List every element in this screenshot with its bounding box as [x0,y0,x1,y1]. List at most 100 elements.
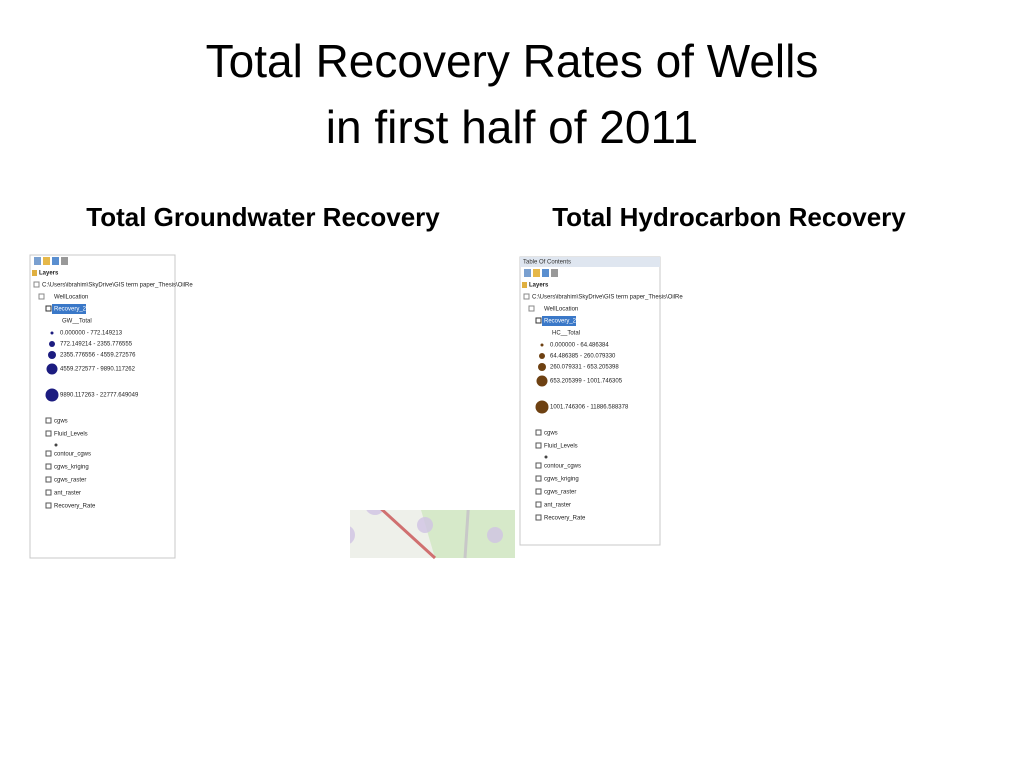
water [859,257,937,291]
well-point [926,379,929,382]
well-point [822,404,832,414]
map-feature [904,356,915,367]
toc-class: 9890.117263 - 22777.649049 [60,393,139,399]
well-point [428,458,432,462]
well-point [478,303,482,307]
well-point [949,388,957,396]
well-point [429,399,441,411]
map-feature [758,413,769,424]
road [772,485,786,518]
legend-symbol [539,353,545,359]
well-point [798,398,801,401]
legend-symbol [49,341,55,347]
road [290,255,315,558]
well-point [894,450,897,453]
well-point [298,405,302,409]
map [175,255,515,560]
layers-icon [522,282,527,288]
map-feature [918,309,927,319]
water [175,255,285,350]
toolbar-icon [551,269,558,277]
toc-class: 0.000000 - 64.486384 [550,343,609,349]
map-feature [739,436,761,459]
legend-symbol [540,343,544,347]
well-point [413,493,417,497]
map-feature [417,517,433,533]
road [768,257,791,545]
well-point [438,428,442,432]
checkbox [535,514,542,521]
toc-class: 772.149214 - 2355.776555 [60,342,133,348]
map-feature [947,516,962,531]
checkbox [45,502,52,509]
toc-layers: Layers [39,271,59,277]
legend-symbol [536,375,548,387]
map-feature [884,506,899,521]
toc-layer-selected: Recovery_2011 [54,307,96,313]
well-point [390,460,400,470]
well-point [937,367,945,376]
road-major [380,510,437,560]
road [927,257,945,545]
well-point [863,398,867,402]
legend-symbol [544,455,548,459]
well-point [907,473,912,478]
map-feature [306,476,324,494]
well-point [714,422,718,426]
selection [542,316,576,326]
well-point [854,399,859,404]
map-feature [681,305,699,324]
well-point [921,365,924,368]
well-point [912,397,920,406]
legend-symbol [535,400,549,414]
toc-class: 260.079331 - 653.205398 [550,365,619,371]
toc-layer: WellLocation [54,295,88,301]
water [663,257,763,347]
water [390,255,475,291]
checkbox [45,476,52,483]
map-feature [195,305,215,325]
legend-symbol [48,351,56,359]
map-feature [487,527,503,543]
map-feature [206,486,224,504]
well-point [223,423,231,431]
toc-layer: Recovery_Rate [544,516,586,522]
legend-symbol [45,388,59,402]
well-point [943,349,948,354]
map-feature [836,485,854,504]
well-point [408,418,412,422]
well-point [487,391,499,403]
well-point [492,405,502,415]
toc-layer: cgws [54,419,68,425]
toc-class: 1001.746306 - 11886.588378 [550,405,629,411]
well-point [458,443,462,447]
toc-layer: Recovery_Rate [54,504,96,510]
toc-path: C:\Users\ibrahim\SkyDrive\GIS term paper… [42,283,193,289]
checkbox [45,489,52,496]
map-feature [782,467,798,484]
toc-panel [29,254,176,559]
map-feature [809,514,827,533]
well-point [349,409,361,421]
well-point [313,408,317,412]
well-point [921,436,924,439]
well-point [230,428,236,434]
toc-class: 4559.272577 - 9890.117262 [60,367,136,373]
well-point [718,425,721,428]
subtitle: Total Hydrocarbon Recovery [552,202,906,232]
well-point [953,331,957,335]
checkbox [45,430,52,437]
map-background [663,257,973,545]
checkbox [535,488,542,495]
map-feature [368,308,382,322]
well-point [458,368,462,372]
map-feature [350,526,355,544]
toolbar-icon [524,269,531,277]
well-point [963,297,968,302]
title: Total Recovery Rates of Wells [206,35,819,87]
toc-layer: cgws_kriging [544,477,579,483]
well-point [467,387,483,403]
expander [38,293,45,300]
map-feature [866,364,879,377]
